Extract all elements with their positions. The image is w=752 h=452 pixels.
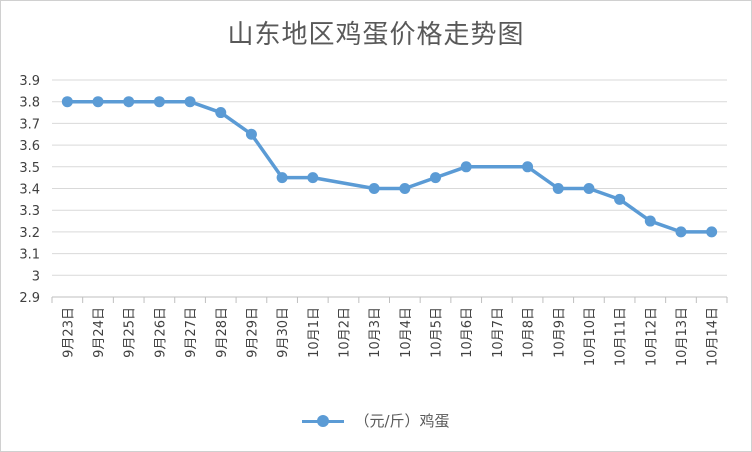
data-point: [184, 96, 196, 108]
data-point: [215, 107, 227, 119]
data-point: [153, 96, 165, 108]
data-point: [307, 172, 319, 184]
x-tick-label: 9月26日: [153, 307, 168, 358]
x-tick-label: 9月25日: [123, 307, 138, 358]
data-point: [583, 183, 595, 194]
y-tick-label: 3.7: [19, 117, 40, 132]
y-tick-label: 3.6: [19, 139, 40, 154]
data-point: [368, 183, 380, 194]
data-point: [245, 128, 257, 140]
x-tick-label: 10月3日: [368, 307, 383, 358]
x-tick-label: 10月14日: [706, 307, 721, 366]
data-point: [706, 226, 718, 238]
legend-label: （元/斤）鸡蛋: [354, 412, 450, 430]
x-tick-label: 10月5日: [430, 307, 445, 358]
y-tick-label: 3: [32, 269, 40, 284]
y-tick-label: 3.9: [19, 74, 40, 89]
data-point: [92, 96, 104, 108]
data-point: [522, 161, 534, 173]
x-tick-label: 10月13日: [675, 307, 690, 366]
data-point: [675, 226, 687, 238]
x-tick-label: 10月11日: [614, 307, 629, 366]
x-tick-label: 10月7日: [491, 307, 506, 358]
x-tick-label: 9月23日: [61, 307, 76, 358]
data-point: [460, 161, 472, 173]
x-tick-label: 9月24日: [92, 307, 107, 358]
x-tick-label: 10月8日: [522, 307, 537, 358]
data-point: [552, 183, 564, 194]
x-tick-label: 10月2日: [337, 307, 352, 358]
x-tick-label: 9月29日: [245, 307, 260, 358]
y-tick-label: 3.8: [19, 96, 40, 111]
y-tick-label: 3.5: [19, 161, 40, 176]
data-point: [644, 215, 656, 227]
data-point: [276, 172, 288, 184]
chart-title: 山东地区鸡蛋价格走势图: [227, 20, 525, 50]
data-point: [123, 96, 135, 108]
y-tick-label: 3.1: [19, 248, 40, 263]
x-tick-label: 9月27日: [184, 307, 199, 358]
y-tick-label: 3.3: [19, 204, 40, 219]
data-point: [61, 96, 73, 108]
x-tick-label: 9月30日: [276, 307, 291, 358]
legend: （元/斤）鸡蛋: [0, 410, 752, 431]
x-tick-label: 10月4日: [399, 307, 414, 358]
data-point: [399, 183, 411, 194]
x-tick-label: 10月10日: [583, 307, 598, 366]
x-tick-label: 9月28日: [215, 307, 230, 358]
y-tick-label: 3.4: [19, 183, 40, 198]
x-tick-label: 10月1日: [307, 307, 322, 358]
x-tick-label: 10月6日: [460, 307, 475, 358]
x-tick-label: 10月9日: [552, 307, 567, 358]
data-point: [614, 193, 626, 205]
legend-marker: [302, 414, 345, 428]
x-tick-label: 10月12日: [644, 307, 659, 366]
data-point: [430, 172, 442, 184]
y-tick-label: 3.2: [19, 226, 40, 241]
y-tick-label: 2.9: [19, 291, 40, 306]
